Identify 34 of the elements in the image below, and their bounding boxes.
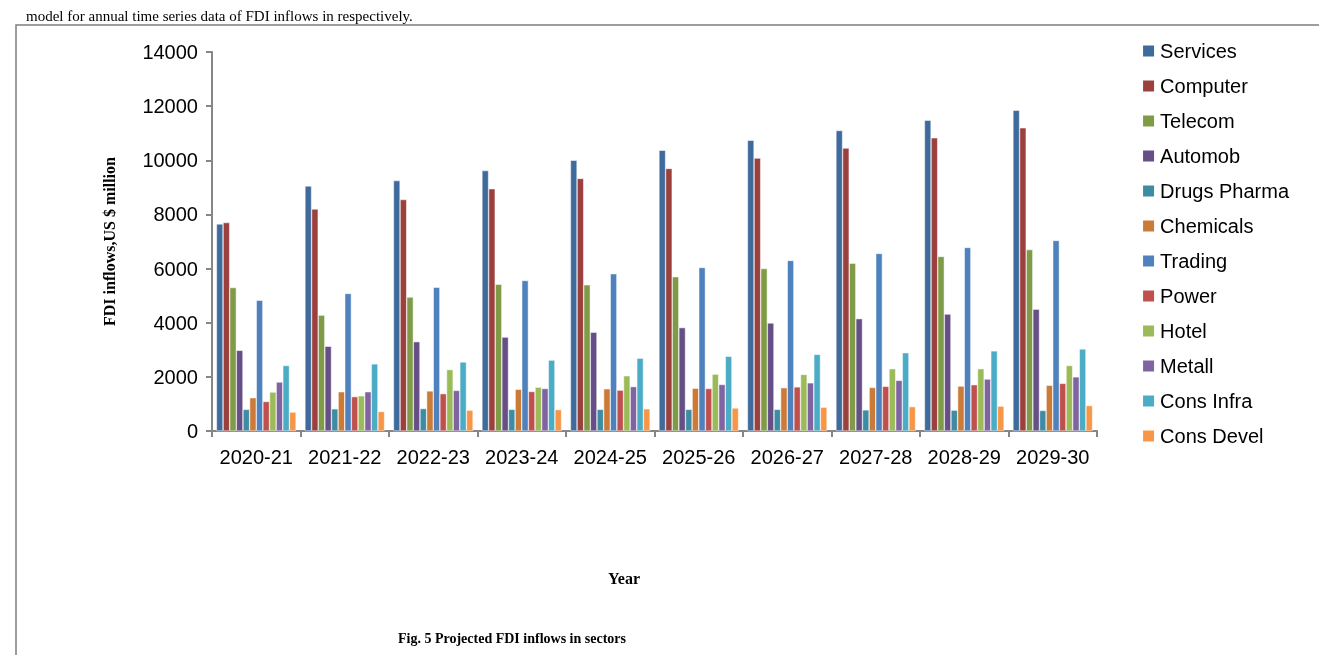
text: Fig. 5 Projected FDI inflows in sectors [398, 630, 627, 646]
x-tick-label: 2020-21 [219, 446, 293, 468]
x-tick-label: 2028-29 [927, 446, 1001, 468]
legend-label: Computer [1160, 75, 1249, 97]
legend-label: Services [1160, 40, 1237, 62]
legend-label: Drugs Pharma [1160, 180, 1290, 202]
x-tick-label: 2023-24 [485, 446, 559, 468]
y-tick-label: 2000 [153, 365, 198, 388]
legend-label: Trading [1160, 250, 1228, 272]
y-tick-label: 14000 [142, 41, 198, 63]
y-tick-label: 8000 [153, 203, 198, 226]
x-tick-label: 2027-28 [839, 446, 913, 468]
x-tick-label: 2029-30 [1016, 446, 1090, 468]
y-tick-label: 4000 [153, 311, 198, 334]
text: model for annual time series data of FDI inflows in respectively. [26, 7, 413, 24]
x-tick-label: 2022-23 [396, 446, 470, 468]
y-tick-label: 0 [186, 420, 198, 442]
legend-label: Automob [1160, 145, 1241, 167]
legend-label: Cons Devel [1160, 425, 1264, 447]
legend-label: Power [1160, 285, 1218, 307]
legend-label: Chemicals [1160, 215, 1254, 237]
y-tick-label: 12000 [142, 95, 198, 118]
text: Year [608, 569, 640, 587]
legend-label: Metall [1160, 355, 1214, 377]
x-tick-label: 2026-27 [750, 446, 824, 468]
x-tick-label: 2021-22 [308, 446, 382, 468]
legend-label: Telecom [1160, 110, 1235, 132]
legend-label: Cons Infra [1160, 390, 1254, 412]
x-tick-label: 2025-26 [662, 446, 736, 468]
y-axis-title: FDI inflows,US $ million [100, 156, 118, 326]
y-tick-label: 6000 [153, 257, 198, 280]
x-tick-label: 2024-25 [573, 446, 647, 468]
y-tick-label: 10000 [142, 149, 198, 172]
legend-label: Hotel [1160, 320, 1207, 342]
